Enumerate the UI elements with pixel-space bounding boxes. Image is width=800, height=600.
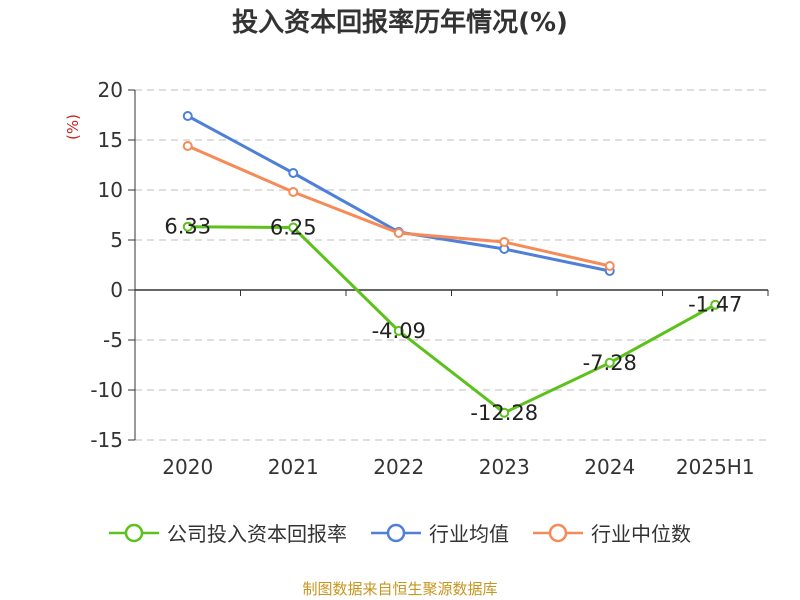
series-line xyxy=(187,144,611,268)
series-line xyxy=(187,225,716,415)
data-label: 6.25 xyxy=(270,216,317,240)
data-point xyxy=(499,237,510,247)
data-point xyxy=(710,299,721,310)
data-point xyxy=(393,228,404,238)
data-point xyxy=(182,141,193,151)
legend-item-industry-median[interactable]: 行业中位数 xyxy=(533,518,691,547)
data-point xyxy=(288,187,299,197)
legend-marker-industry-median xyxy=(533,523,583,542)
y-tick-label: -10 xyxy=(90,378,123,402)
data-point xyxy=(499,407,510,418)
data-point xyxy=(393,325,404,336)
data-point xyxy=(288,222,299,233)
x-tick-label: 2025H1 xyxy=(676,455,755,479)
data-label: -4.09 xyxy=(372,319,426,343)
y-tick-label: 0 xyxy=(110,278,123,302)
legend-item-company-roic[interactable]: 公司投入资本回报率 xyxy=(109,518,347,547)
data-label: -1.47 xyxy=(688,293,742,317)
x-tick-label: 2021 xyxy=(268,455,319,479)
x-tick-label: 2023 xyxy=(479,455,530,479)
legend-marker-company-roic xyxy=(109,523,159,542)
legend-label-industry-average: 行业均值 xyxy=(429,522,509,546)
y-tick-label: 5 xyxy=(110,228,123,252)
legend-label-company-roic: 公司投入资本回报率 xyxy=(167,522,347,546)
legend-item-industry-average[interactable]: 行业均值 xyxy=(371,518,509,547)
x-tick-label: 2024 xyxy=(584,455,635,479)
legend-marker-industry-average xyxy=(371,523,421,542)
y-tick-label: 20 xyxy=(98,78,123,102)
y-tick-label: -15 xyxy=(90,428,123,452)
chart-title: 投入资本回报率历年情况(%) xyxy=(232,8,568,38)
y-tick-label: 15 xyxy=(98,128,123,152)
data-point xyxy=(182,111,193,121)
data-source-note: 制图数据来自恒生聚源数据库 xyxy=(302,580,498,598)
y-axis-unit: (%) xyxy=(64,114,82,140)
y-tick-label: -5 xyxy=(103,328,123,352)
data-point xyxy=(604,357,615,368)
data-label: -12.28 xyxy=(470,401,538,425)
data-point xyxy=(288,168,299,178)
chart-legend: 公司投入资本回报率 行业均值 行业中位数 xyxy=(0,518,800,547)
series-line xyxy=(187,114,611,273)
data-label: -7.28 xyxy=(583,351,637,375)
y-tick-label: 10 xyxy=(98,178,123,202)
data-point xyxy=(604,261,615,271)
data-label: 6.33 xyxy=(164,215,211,239)
legend-label-industry-median: 行业中位数 xyxy=(591,522,691,546)
x-tick-label: 2022 xyxy=(373,455,424,479)
x-tick-label: 2020 xyxy=(162,455,213,479)
data-point xyxy=(182,221,193,232)
